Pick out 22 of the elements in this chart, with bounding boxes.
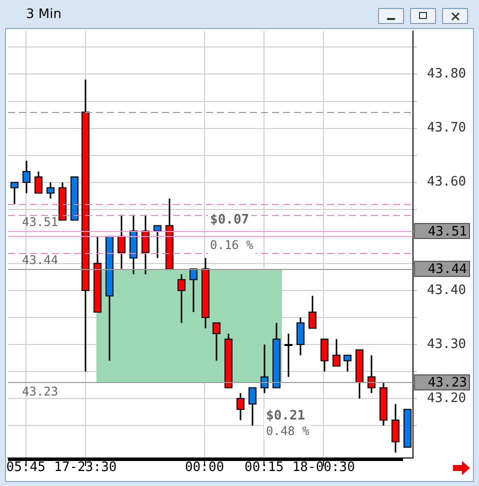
- annotation: 0.48 %: [266, 424, 310, 438]
- x-tick-label: 17-23:30: [54, 460, 117, 476]
- annotation: 43.23: [22, 384, 58, 398]
- annotation: 43.44: [22, 252, 58, 267]
- annotation: 43.51: [22, 215, 58, 230]
- y-tick-label: 43.20: [427, 390, 466, 406]
- y-tick-label: 43.80: [427, 66, 466, 82]
- x-tick-label: 00:00: [184, 460, 224, 476]
- y-tick-label: 43.60: [427, 174, 466, 190]
- x-tick-label: 00:15: [244, 460, 284, 476]
- y-tick-label: 43.70: [427, 120, 466, 136]
- y-tick-label: 43.40: [427, 282, 466, 298]
- ref-line-label: 43.44: [428, 262, 468, 278]
- ref-line-label: 43.23: [428, 376, 467, 391]
- x-tick-label: 18-00:30: [292, 460, 355, 476]
- annotation: $0.07: [210, 212, 250, 228]
- annotation: $0.21: [266, 408, 306, 424]
- ref-line-label: 43.51: [428, 224, 467, 240]
- x-tick-label: 05:45: [6, 460, 46, 476]
- y-tick-label: 43.30: [427, 336, 466, 352]
- chart-title: 3 Min: [26, 7, 62, 22]
- annotation: 0.16 %: [210, 238, 254, 252]
